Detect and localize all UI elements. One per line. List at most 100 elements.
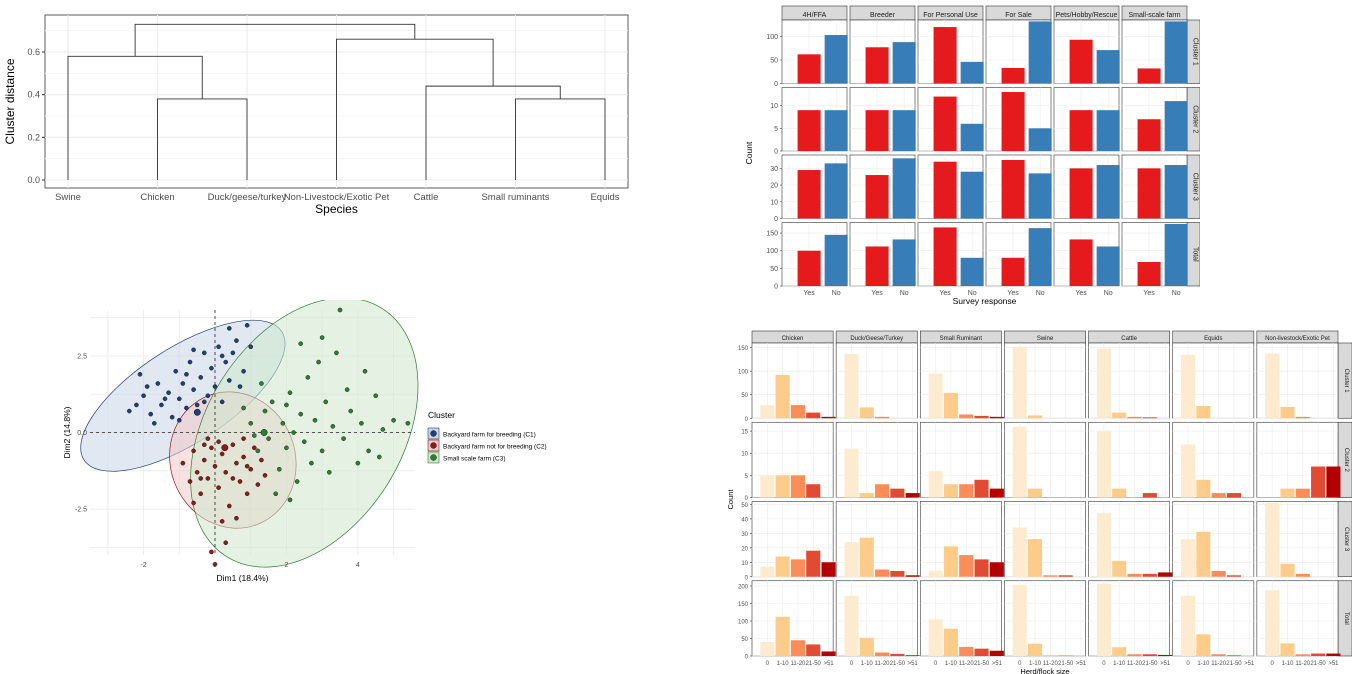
data-point bbox=[251, 433, 257, 438]
x-tick-label: 21-50 bbox=[974, 661, 990, 667]
y-tick-label: 50 bbox=[741, 393, 748, 399]
y-tick-label: 5 bbox=[745, 474, 749, 480]
data-point bbox=[226, 503, 232, 509]
data-point bbox=[184, 372, 189, 377]
x-tick-label: Small ruminants bbox=[481, 192, 549, 203]
bar bbox=[1311, 653, 1326, 656]
x-tick-label: 1-10 bbox=[1281, 661, 1294, 667]
y-tick-label: 2.5 bbox=[77, 353, 87, 360]
data-point bbox=[244, 323, 250, 328]
data-point bbox=[212, 561, 218, 567]
data-point bbox=[219, 353, 225, 359]
bar bbox=[1142, 654, 1157, 656]
data-point bbox=[201, 457, 207, 463]
legend-marker bbox=[430, 430, 437, 437]
bar bbox=[806, 550, 821, 577]
data-point bbox=[241, 368, 246, 374]
x-tick-label: 4 bbox=[356, 562, 360, 569]
bar bbox=[943, 546, 958, 577]
bar bbox=[989, 562, 1004, 577]
bar bbox=[989, 650, 1004, 656]
bar bbox=[1226, 575, 1241, 577]
x-axis-title: Herd/flock size bbox=[1020, 667, 1069, 674]
dendrogram-branch bbox=[134, 23, 416, 57]
data-point bbox=[230, 442, 236, 448]
bar bbox=[775, 374, 790, 419]
facet-column-label: Chicken bbox=[782, 336, 804, 342]
bar bbox=[1265, 590, 1280, 656]
bar bbox=[960, 123, 984, 151]
y-axis-title: Count bbox=[744, 141, 754, 164]
data-point bbox=[237, 384, 243, 389]
x-tick-label: 11-20 bbox=[790, 661, 806, 667]
bar bbox=[1196, 479, 1211, 498]
data-point bbox=[191, 347, 196, 353]
x-tick-label: 0 bbox=[1102, 661, 1106, 667]
data-point bbox=[323, 399, 329, 405]
data-point bbox=[209, 445, 214, 451]
facet-row-label: Cluster 1 bbox=[1192, 38, 1199, 66]
data-point bbox=[312, 417, 318, 423]
data-point bbox=[234, 460, 239, 466]
facet-column-label: Small-scale farm bbox=[1128, 12, 1180, 19]
y-tick-label: 10 bbox=[770, 199, 778, 206]
bar bbox=[1112, 488, 1127, 498]
data-point bbox=[334, 350, 339, 356]
x-tick-label: 1-10 bbox=[777, 661, 790, 667]
bar bbox=[875, 484, 890, 498]
data-point bbox=[366, 448, 371, 454]
bar bbox=[859, 407, 874, 419]
bar bbox=[1001, 257, 1025, 286]
data-point bbox=[226, 326, 232, 331]
y-tick-label: 0 bbox=[745, 417, 749, 423]
bar bbox=[1158, 654, 1173, 656]
data-point bbox=[273, 491, 279, 497]
data-point bbox=[344, 387, 350, 392]
data-point bbox=[212, 384, 218, 389]
x-tick-label: 21-50 bbox=[806, 661, 822, 667]
x-tick-label: No bbox=[1104, 290, 1113, 297]
data-point bbox=[244, 491, 250, 497]
bar bbox=[960, 257, 984, 286]
facet-panel bbox=[1256, 421, 1339, 498]
bar bbox=[1028, 488, 1043, 498]
bar bbox=[890, 488, 905, 498]
data-point bbox=[151, 421, 157, 426]
data-point bbox=[201, 442, 207, 448]
bar bbox=[1096, 50, 1120, 84]
facet-column-label: Pets/Hobby/Rescue bbox=[1056, 12, 1118, 19]
bar bbox=[875, 652, 890, 656]
data-point bbox=[187, 359, 193, 365]
bar bbox=[865, 175, 889, 219]
x-tick-label: >51 bbox=[1328, 661, 1339, 667]
x-tick-label: 21-50 bbox=[1310, 661, 1326, 667]
data-point bbox=[191, 387, 196, 392]
bar bbox=[859, 493, 874, 498]
facet-row-label: Total bbox=[1192, 247, 1199, 262]
x-tick-label: 21-50 bbox=[1058, 661, 1074, 667]
data-point bbox=[241, 436, 246, 441]
y-tick-label: 50 bbox=[741, 637, 748, 643]
bar bbox=[905, 655, 920, 656]
bar bbox=[1028, 643, 1043, 656]
data-point bbox=[191, 500, 196, 506]
data-point bbox=[180, 381, 186, 386]
bar bbox=[1043, 575, 1058, 577]
bar bbox=[1180, 539, 1196, 577]
x-axis-title: Species bbox=[315, 202, 358, 216]
data-point bbox=[269, 399, 275, 405]
bar bbox=[933, 27, 957, 84]
x-tick-label: 0 bbox=[213, 562, 217, 569]
x-tick-label: >51 bbox=[992, 661, 1003, 667]
x-axis-title: Dim1 (18.4%) bbox=[217, 573, 269, 583]
x-tick-label: >51 bbox=[1160, 661, 1171, 667]
bar bbox=[1211, 570, 1226, 577]
y-tick-label: 0 bbox=[745, 496, 749, 502]
bar bbox=[806, 412, 821, 419]
x-tick-label: 0 bbox=[1186, 661, 1190, 667]
data-point bbox=[223, 540, 229, 546]
data-point bbox=[284, 445, 289, 451]
bar bbox=[1096, 431, 1111, 498]
y-tick-label: 0.4 bbox=[27, 90, 40, 100]
x-tick-label: 11-20 bbox=[959, 661, 975, 667]
